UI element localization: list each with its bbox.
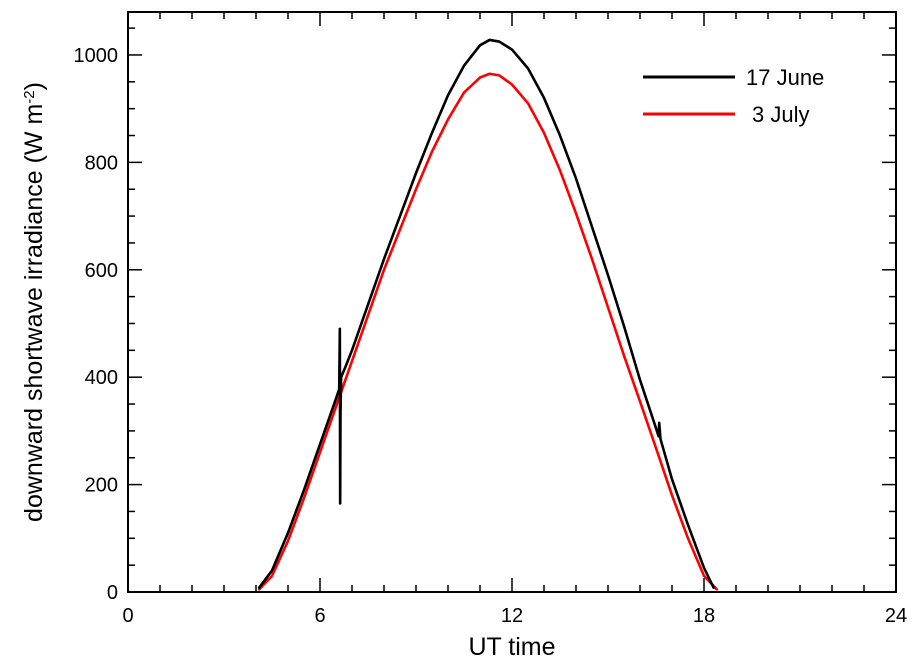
x-tick-label: 18 <box>693 605 715 627</box>
x-axis-title: UT time <box>468 633 555 661</box>
x-tick-label: 12 <box>501 605 523 627</box>
x-tick-label: 24 <box>885 605 907 627</box>
y-tick-label: 800 <box>85 152 118 174</box>
legend-label-17-june: 17 June <box>746 65 824 90</box>
y-axis-title-main: downward shortwave irradiance (W m <box>20 104 48 522</box>
y-axis-title-end: ) <box>20 82 48 90</box>
series-layer <box>257 38 719 591</box>
legend: 17 June 3 July <box>643 65 824 127</box>
series-line-3-july <box>257 72 719 591</box>
series-line-17-june <box>257 38 715 589</box>
legend-label-3-july: 3 July <box>752 102 809 127</box>
tick-labels: 0 6 12 18 24 0 200 400 600 800 1000 <box>74 45 908 627</box>
x-tick-label: 0 <box>122 605 133 627</box>
y-tick-label: 600 <box>85 260 118 282</box>
y-axis-title-superscript: -2 <box>21 90 38 103</box>
y-tick-label: 0 <box>107 582 118 604</box>
y-tick-label: 400 <box>85 367 118 389</box>
y-tick-label: 200 <box>85 475 118 497</box>
plot-frame <box>127 11 897 593</box>
y-axis-title: downward shortwave irradiance (W m-2) <box>20 82 48 522</box>
plot-background <box>128 12 896 592</box>
minor-ticks <box>128 12 896 592</box>
x-tick-label: 6 <box>314 605 325 627</box>
y-tick-label: 1000 <box>74 45 119 67</box>
